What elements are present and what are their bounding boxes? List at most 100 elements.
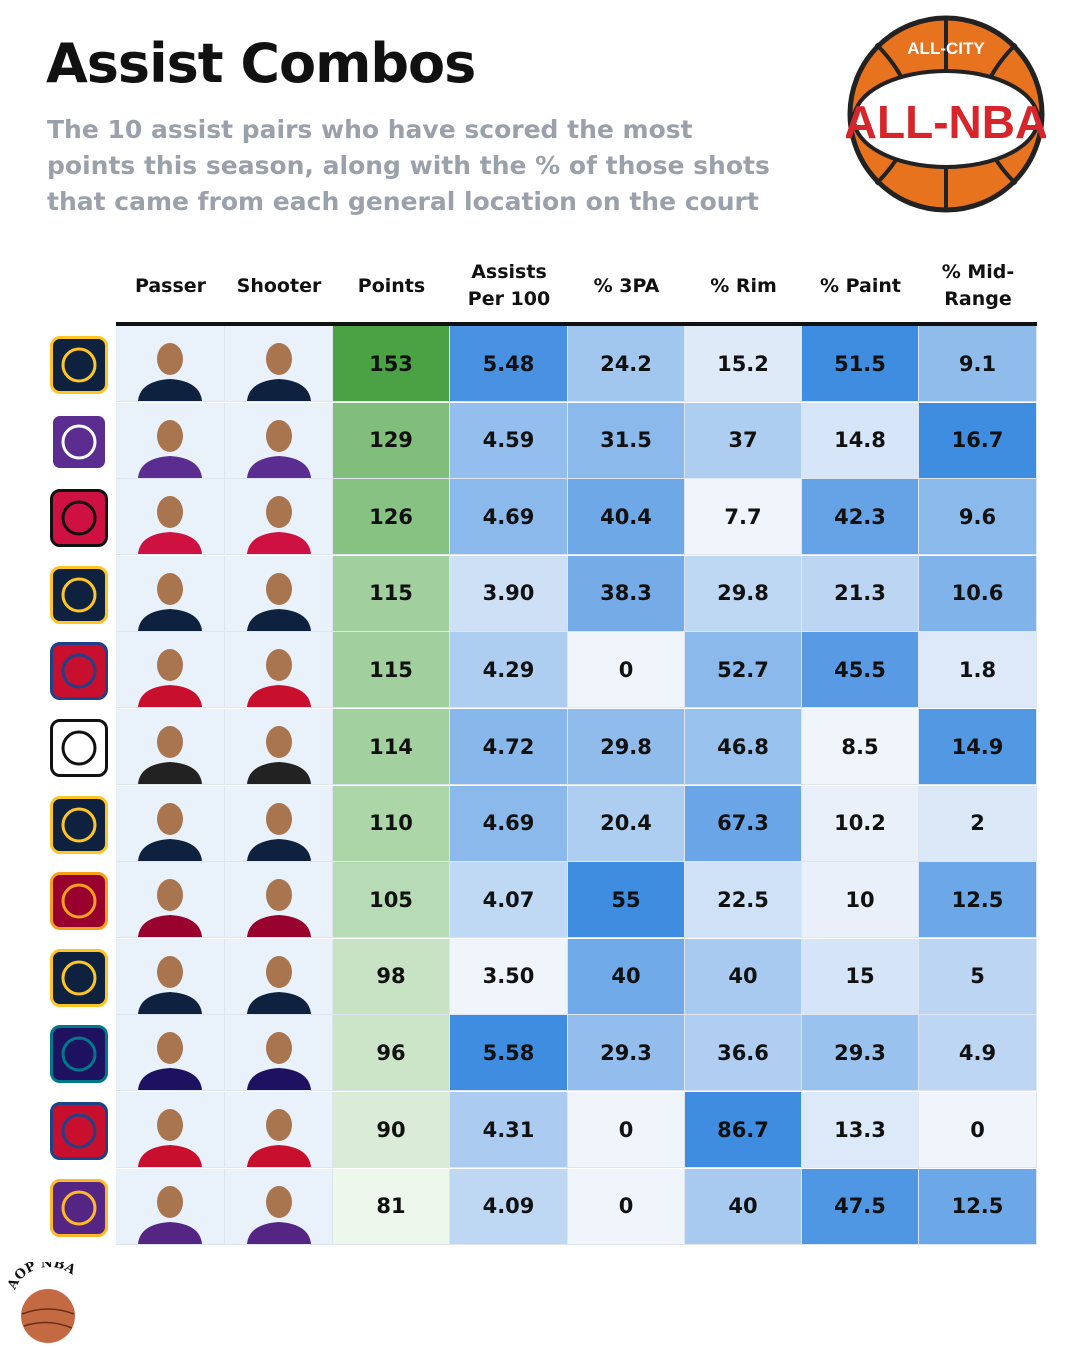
player-headshot-icon (138, 1032, 202, 1091)
ast100-cell: 4.09 (450, 1168, 568, 1245)
column-header: Passer (134, 274, 207, 297)
p3pa-cell: 20.4 (568, 785, 685, 862)
column-header: % Mid- Range (941, 261, 1015, 310)
mid-cell: 5 (919, 938, 1037, 1015)
passer-headshot (116, 555, 225, 632)
table-row: 96 5.58 29.3 36.6 29.3 4.9 (0, 1015, 1040, 1092)
player-headshot-icon (246, 496, 311, 555)
table-header: Passer Shooter Points Assists Per 100 % 3PA%… (116, 250, 1037, 322)
passer-headshot (116, 785, 225, 862)
ast100-cell: 4.29 (450, 632, 568, 709)
table-row: 98 3.50 40 40 15 5 (0, 938, 1040, 1015)
p3pa-cell: 0 (568, 1168, 685, 1245)
shooter-headshot (225, 1015, 333, 1092)
rim-cell: 15.2 (685, 326, 802, 402)
points-cell: 129 (333, 402, 450, 479)
ast100-cell: 5.48 (450, 326, 568, 402)
ast100-cell: 4.69 (450, 785, 568, 862)
player-headshot-icon (246, 879, 311, 938)
paint-cell: 8.5 (802, 709, 919, 785)
column-header: Shooter (236, 274, 322, 297)
passer-headshot (116, 862, 225, 939)
nuggets-logo-icon (50, 948, 108, 1007)
header-rule (116, 322, 1037, 326)
paint-cell: 21.3 (802, 555, 919, 632)
mid-cell: 12.5 (919, 1168, 1037, 1245)
p3pa-cell: 55 (568, 862, 685, 939)
points-cell: 105 (333, 862, 450, 939)
p3pa-cell: 31.5 (568, 402, 685, 479)
points-cell: 115 (333, 632, 450, 709)
points-cell: 96 (333, 1015, 450, 1092)
jazz-logo-icon (50, 412, 108, 471)
bulls-logo-icon (50, 489, 108, 548)
p3pa-cell: 29.8 (568, 709, 685, 785)
p3pa-cell: 0 (568, 1092, 685, 1168)
rim-cell: 40 (685, 1168, 802, 1245)
rim-cell: 37 (685, 402, 802, 479)
player-headshot-icon (246, 419, 311, 478)
table-row: 110 4.69 20.4 67.3 10.2 2 (0, 785, 1040, 862)
points-cell: 115 (333, 555, 450, 632)
points-cell: 98 (333, 938, 450, 1015)
mid-cell: 1.8 (919, 632, 1037, 709)
table-row: 115 4.29 0 52.7 45.5 1.8 (0, 632, 1040, 709)
p3pa-cell: 0 (568, 632, 685, 709)
mid-cell: 10.6 (919, 555, 1037, 632)
player-headshot-icon (138, 1109, 202, 1167)
shooter-headshot (225, 1168, 333, 1245)
column-header: % 3PA (593, 274, 660, 297)
points-cell: 126 (333, 479, 450, 556)
shooter-headshot (225, 709, 333, 785)
mid-cell: 2 (919, 785, 1037, 862)
table-row: 81 4.09 0 40 47.5 12.5 (0, 1168, 1040, 1245)
table-row: 114 4.72 29.8 46.8 8.5 14.9 (0, 709, 1040, 785)
table-row: 105 4.07 55 22.5 10 12.5 (0, 862, 1040, 939)
aop-logo-text: AOP NBA (6, 1262, 79, 1293)
paint-cell: 14.8 (802, 402, 919, 479)
nets-logo-icon (50, 719, 108, 777)
lakers-logo-icon (50, 1178, 108, 1237)
mid-cell: 12.5 (919, 862, 1037, 939)
rim-cell: 7.7 (685, 479, 802, 556)
paint-cell: 10.2 (802, 785, 919, 862)
mid-cell: 14.9 (919, 709, 1037, 785)
ast100-cell: 4.31 (450, 1092, 568, 1168)
rim-cell: 67.3 (685, 785, 802, 862)
shooter-headshot (225, 785, 333, 862)
rim-cell: 40 (685, 938, 802, 1015)
ast100-cell: 3.90 (450, 555, 568, 632)
shooter-headshot (225, 402, 333, 479)
player-headshot-icon (246, 649, 311, 708)
player-headshot-icon (138, 955, 202, 1014)
p3pa-cell: 29.3 (568, 1015, 685, 1092)
pistons-logo-icon (50, 1102, 108, 1160)
player-headshot-icon (138, 649, 202, 708)
shooter-headshot (225, 632, 333, 709)
rim-cell: 29.8 (685, 555, 802, 632)
column-header: Assists Per 100 (467, 261, 551, 310)
brand-logo-top-text: ALL-CITY (907, 39, 985, 58)
clippers-logo-icon (50, 642, 108, 701)
shooter-headshot (225, 862, 333, 939)
mid-cell: 16.7 (919, 402, 1037, 479)
player-headshot-icon (246, 1185, 311, 1244)
passer-headshot (116, 938, 225, 1015)
player-headshot-icon (138, 726, 202, 784)
p3pa-cell: 40 (568, 938, 685, 1015)
passer-headshot (116, 709, 225, 785)
shooter-headshot (225, 938, 333, 1015)
ast100-cell: 4.59 (450, 402, 568, 479)
p3pa-cell: 40.4 (568, 479, 685, 556)
player-headshot-icon (138, 419, 202, 478)
passer-headshot (116, 1092, 225, 1168)
passer-headshot (116, 1015, 225, 1092)
player-headshot-icon (138, 1185, 202, 1244)
ast100-cell: 5.58 (450, 1015, 568, 1092)
ast100-cell: 4.07 (450, 862, 568, 939)
table-row: 153 5.48 24.2 15.2 51.5 9.1 (0, 326, 1040, 402)
shooter-headshot (225, 479, 333, 556)
paint-cell: 15 (802, 938, 919, 1015)
shooter-headshot (225, 555, 333, 632)
column-header: % Rim (710, 274, 777, 297)
